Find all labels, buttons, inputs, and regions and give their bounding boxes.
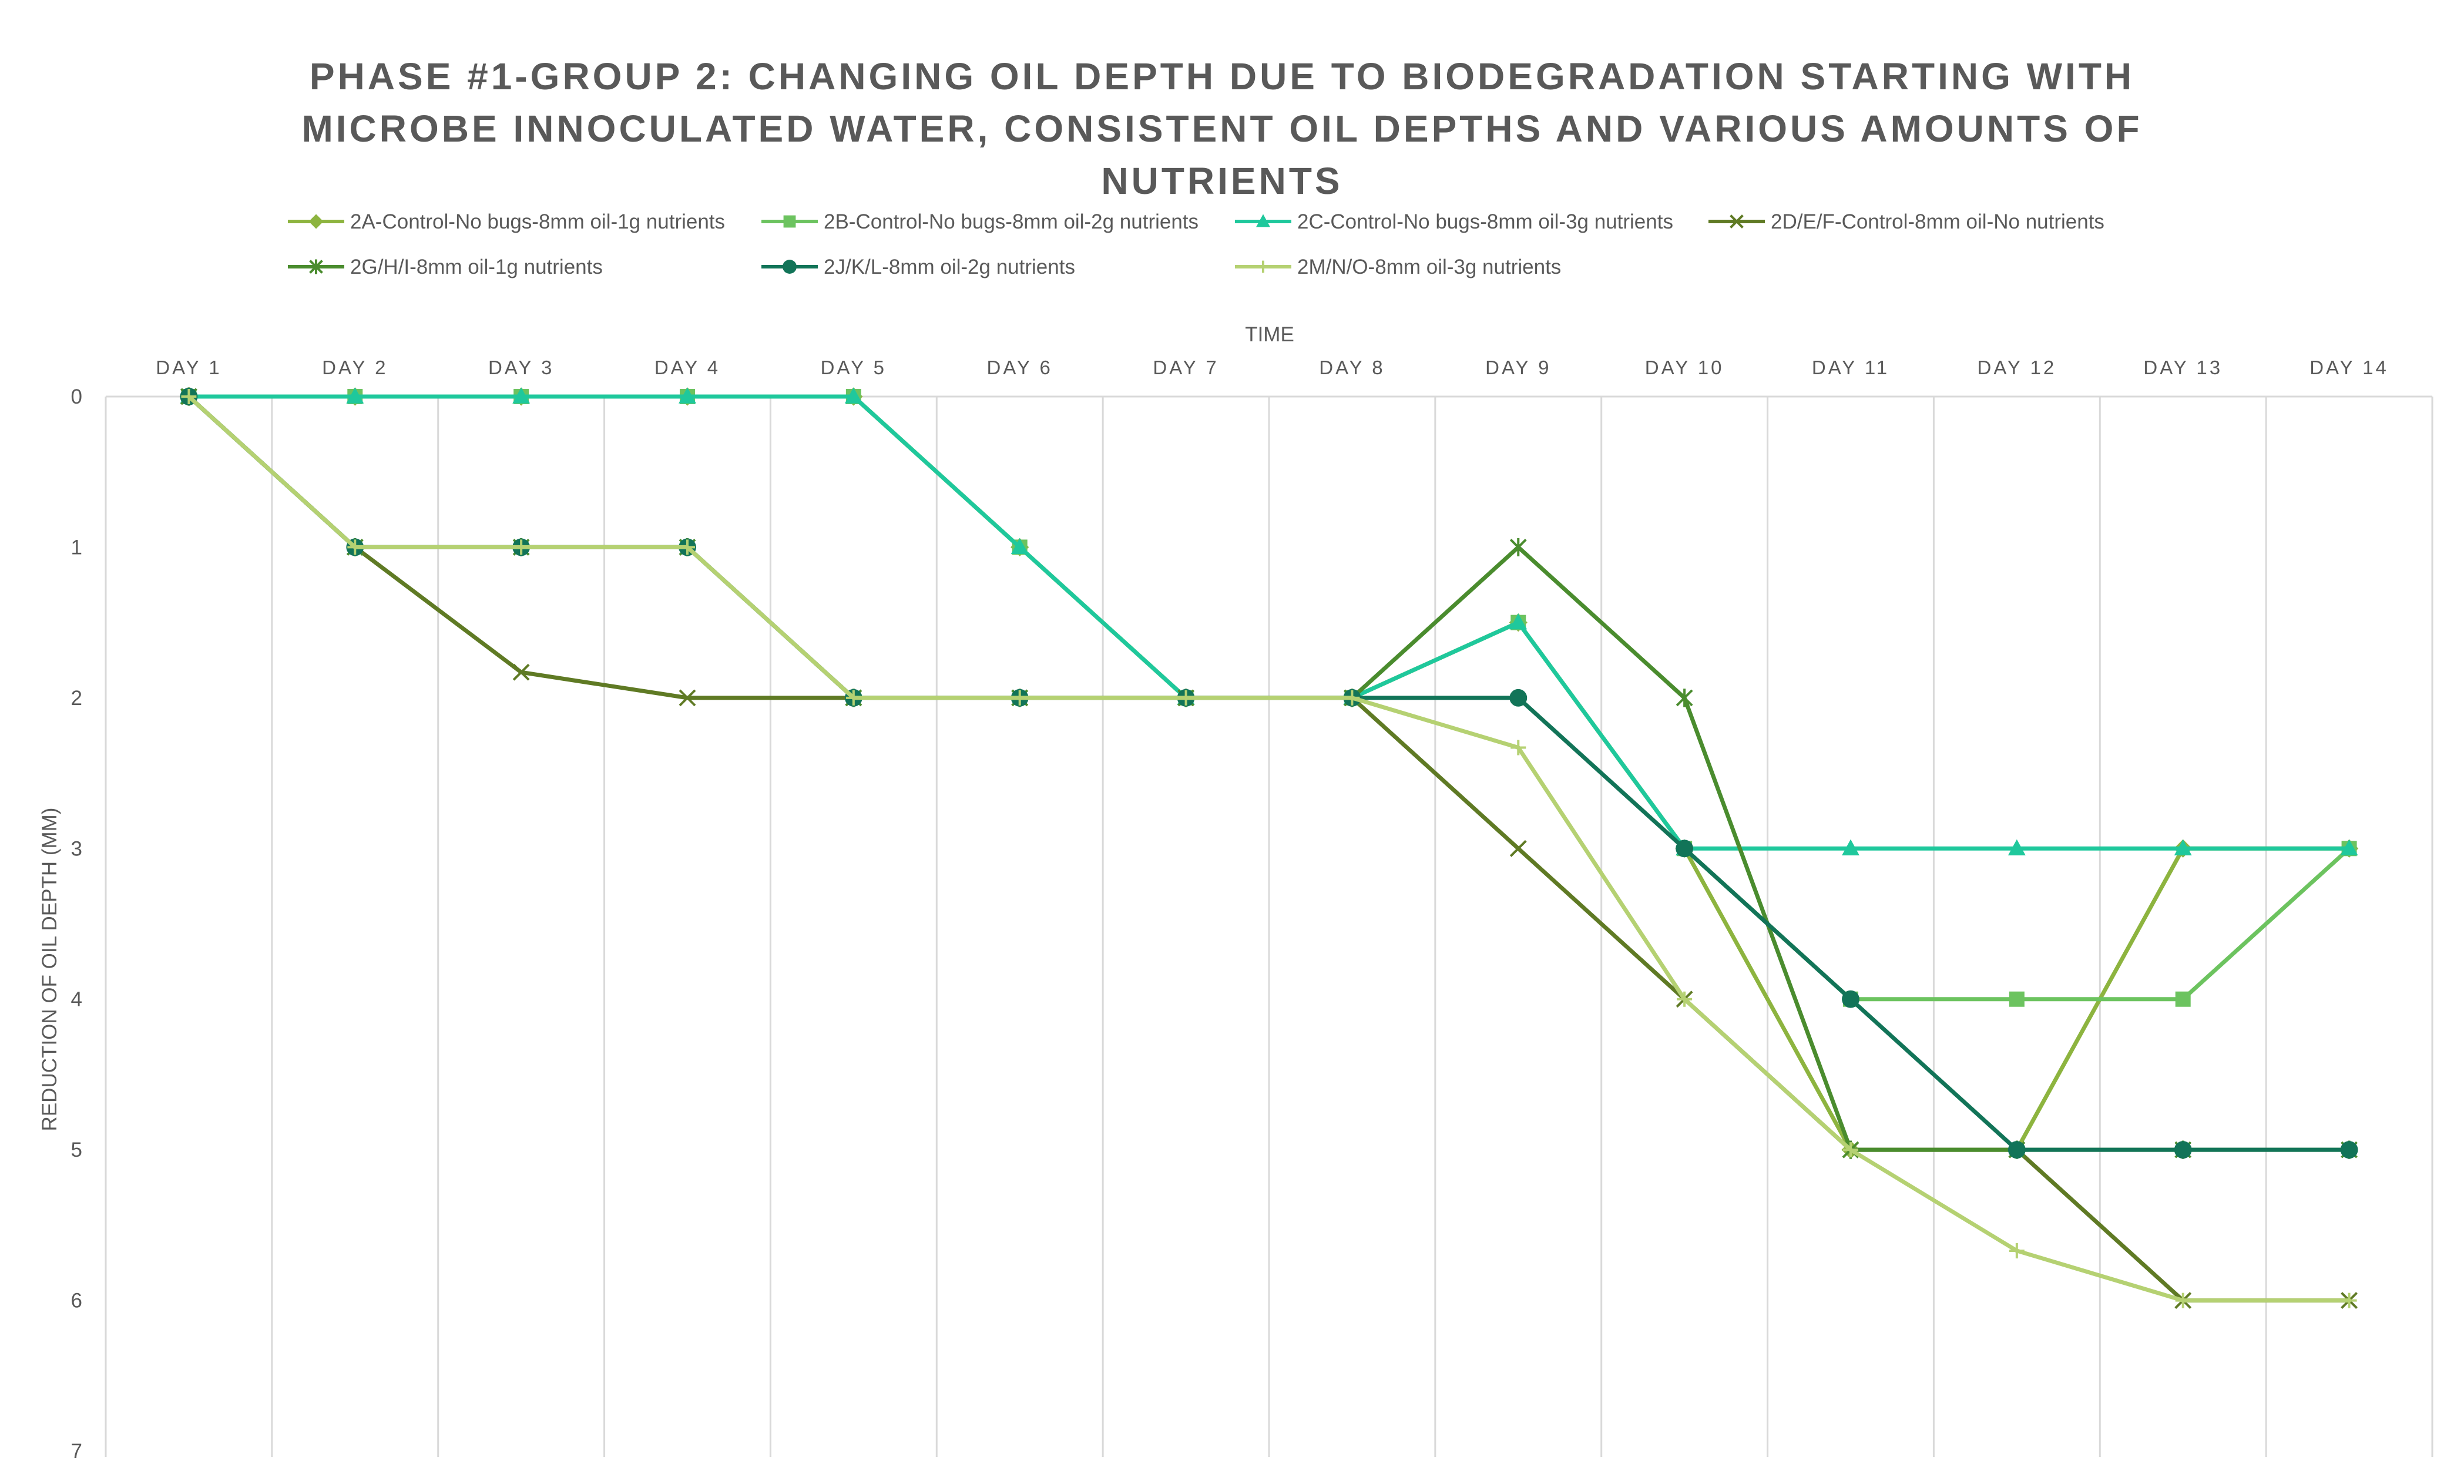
data-point <box>680 539 695 555</box>
x-tick-label: DAY 11 <box>1812 357 1889 378</box>
x-tick-label: DAY 7 <box>1153 357 1218 378</box>
legend-marker <box>1730 214 1744 229</box>
data-point <box>2175 991 2191 1007</box>
data-point <box>1509 538 1527 557</box>
gridlines <box>105 395 2433 1457</box>
data-point <box>513 539 529 555</box>
legend-marker <box>308 214 324 229</box>
legend-marker <box>1257 260 1270 273</box>
data-point <box>1676 840 1694 858</box>
title-line-1: PHASE #1-GROUP 2: CHANGING OIL DEPTH DUE… <box>310 55 2134 98</box>
data-point <box>679 689 696 707</box>
data-point <box>512 663 530 681</box>
legend-label: 2M/N/O-8mm oil-3g nutrients <box>1297 256 1561 278</box>
data-point <box>2340 1141 2358 1159</box>
x-tick-label: DAY 8 <box>1319 357 1385 378</box>
data-point <box>1842 839 1859 855</box>
data-point <box>2009 1243 2025 1258</box>
data-point <box>181 389 197 404</box>
legend-item: 2M/N/O-8mm oil-3g nutrients <box>1235 256 1561 278</box>
legend-item: 2D/E/F-Control-8mm oil-No nutrients <box>1708 210 2104 233</box>
data-point <box>1011 538 1029 555</box>
y-tick-label: 4 <box>71 988 82 1011</box>
data-point <box>1509 840 1527 857</box>
series-line <box>186 394 2352 1303</box>
legend-item: 2A-Control-No bugs-8mm oil-1g nutrients <box>288 210 725 233</box>
y-tick-label: 7 <box>71 1440 82 1463</box>
chart-title: PHASE #1-GROUP 2: CHANGING OIL DEPTH DUE… <box>301 55 2142 202</box>
y-tick-label: 3 <box>71 837 82 860</box>
legend-label: 2G/H/I-8mm oil-1g nutrients <box>350 256 603 278</box>
data-point <box>1012 690 1028 706</box>
y-tick-label: 2 <box>71 687 82 710</box>
legend-marker <box>783 260 797 274</box>
title-line-3: NUTRIENTS <box>1101 160 1342 202</box>
x-tick-label: DAY 4 <box>654 357 720 378</box>
x-tick-label: DAY 12 <box>1978 357 2057 378</box>
x-tick-label: DAY 10 <box>1645 357 1724 378</box>
data-point <box>1677 991 1693 1007</box>
legend-marker <box>783 215 796 228</box>
data-point <box>1676 689 1693 707</box>
y-tick-label: 5 <box>71 1139 82 1161</box>
x-tick-label: DAY 5 <box>821 357 887 378</box>
y-tick-label: 1 <box>71 536 82 559</box>
data-point <box>844 387 862 404</box>
series <box>181 389 2357 1308</box>
data-point <box>1842 990 1859 1008</box>
legend-marker <box>1256 214 1270 227</box>
x-tick-label: DAY 9 <box>1485 357 1551 378</box>
legend-marker <box>309 259 323 274</box>
legend-item: 2J/K/L-8mm oil-2g nutrients <box>761 256 1075 278</box>
legend-label: 2J/K/L-8mm oil-2g nutrients <box>824 256 1075 278</box>
x-tick-label: DAY 14 <box>2309 357 2389 378</box>
data-point <box>1178 690 1194 706</box>
legend-label: 2B-Control-No bugs-8mm oil-2g nutrients <box>824 210 1199 233</box>
legend-item: 2C-Control-No bugs-8mm oil-3g nutrients <box>1235 210 1673 233</box>
data-point <box>2009 991 2025 1007</box>
x-tick-label: DAY 1 <box>156 357 221 378</box>
x-axis-ticks: DAY 1 DAY 2 DAY 3 DAY 4 DAY 5 DAY 6 DAY 7 DAY 8… <box>156 357 2389 378</box>
x-tick-label: DAY 3 <box>488 357 554 378</box>
legend: 2A-Control-No bugs-8mm oil-1g nutrients 2… <box>288 210 2104 278</box>
legend-label: 2D/E/F-Control-8mm oil-No nutrients <box>1771 210 2104 233</box>
y-tick-label: 0 <box>71 385 82 408</box>
data-point <box>2175 1292 2191 1308</box>
y-axis-ticks: 0 1 2 3 4 5 6 7 <box>71 385 82 1463</box>
data-point <box>2340 839 2358 855</box>
data-point <box>679 387 696 404</box>
data-point <box>2341 1292 2357 1308</box>
data-point <box>2174 1141 2192 1159</box>
data-point <box>346 387 364 404</box>
data-point <box>1509 613 1528 630</box>
x-tick-label: DAY 13 <box>2143 357 2223 378</box>
data-point <box>2008 1141 2026 1159</box>
data-point <box>1344 690 1360 706</box>
data-point <box>1509 689 1528 707</box>
data-point <box>2174 839 2192 855</box>
data-point <box>1843 1142 1858 1158</box>
x-axis-title: TIME <box>1245 323 1294 346</box>
data-point <box>1510 740 1526 756</box>
legend-item: 2B-Control-No bugs-8mm oil-2g nutrients <box>761 210 1199 233</box>
data-point <box>512 387 531 404</box>
data-point <box>347 539 363 555</box>
legend-item: 2G/H/I-8mm oil-1g nutrients <box>288 256 603 278</box>
series-lines <box>179 387 2359 1309</box>
data-point <box>2008 839 2026 855</box>
data-point <box>845 690 861 706</box>
title-line-2: MICROBE INNOCULATED WATER, CONSISTENT OI… <box>301 108 2142 150</box>
y-tick-label: 6 <box>71 1290 82 1312</box>
x-tick-label: DAY 2 <box>322 357 388 378</box>
legend-label: 2C-Control-No bugs-8mm oil-3g nutrients <box>1297 210 1673 233</box>
y-axis-title: REDUCTION OF OIL DEPTH (MM) <box>38 808 61 1132</box>
x-tick-label: DAY 6 <box>987 357 1053 378</box>
legend-label: 2A-Control-No bugs-8mm oil-1g nutrients <box>350 210 725 233</box>
